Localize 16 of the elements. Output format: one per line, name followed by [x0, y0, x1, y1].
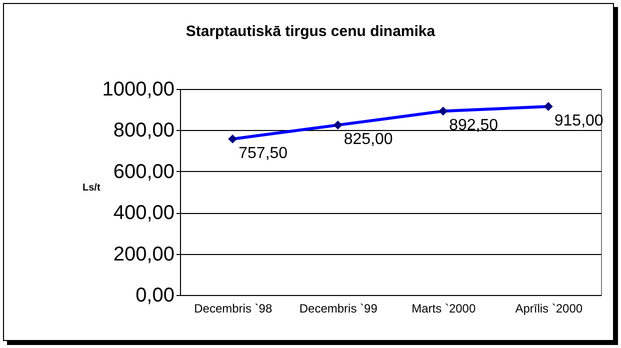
chart-title: Starptautiskā tirgus cenu dinamika: [186, 23, 436, 40]
data-label: 825,00: [344, 131, 393, 148]
data-label: 757,50: [238, 144, 288, 162]
x-tick-label: Decembris `99: [299, 302, 378, 316]
data-label: 892,50: [449, 117, 498, 134]
x-tick-label: Decembris `98: [194, 302, 272, 316]
y-tick-label: 400,00: [113, 202, 174, 224]
data-label: 915,00: [554, 112, 604, 130]
x-tick-label: Marts `2000: [412, 302, 476, 316]
x-tick-label: Aprīlis `2000: [515, 302, 583, 316]
y-axis-title: Ls/t: [82, 182, 101, 194]
y-tick-label: 1000,00: [102, 78, 174, 100]
y-tick-label: 600,00: [113, 160, 174, 183]
y-tick-label: 800,00: [113, 120, 174, 142]
y-tick-label: 0,00: [136, 284, 174, 306]
y-tick-label: 200,00: [113, 243, 174, 266]
